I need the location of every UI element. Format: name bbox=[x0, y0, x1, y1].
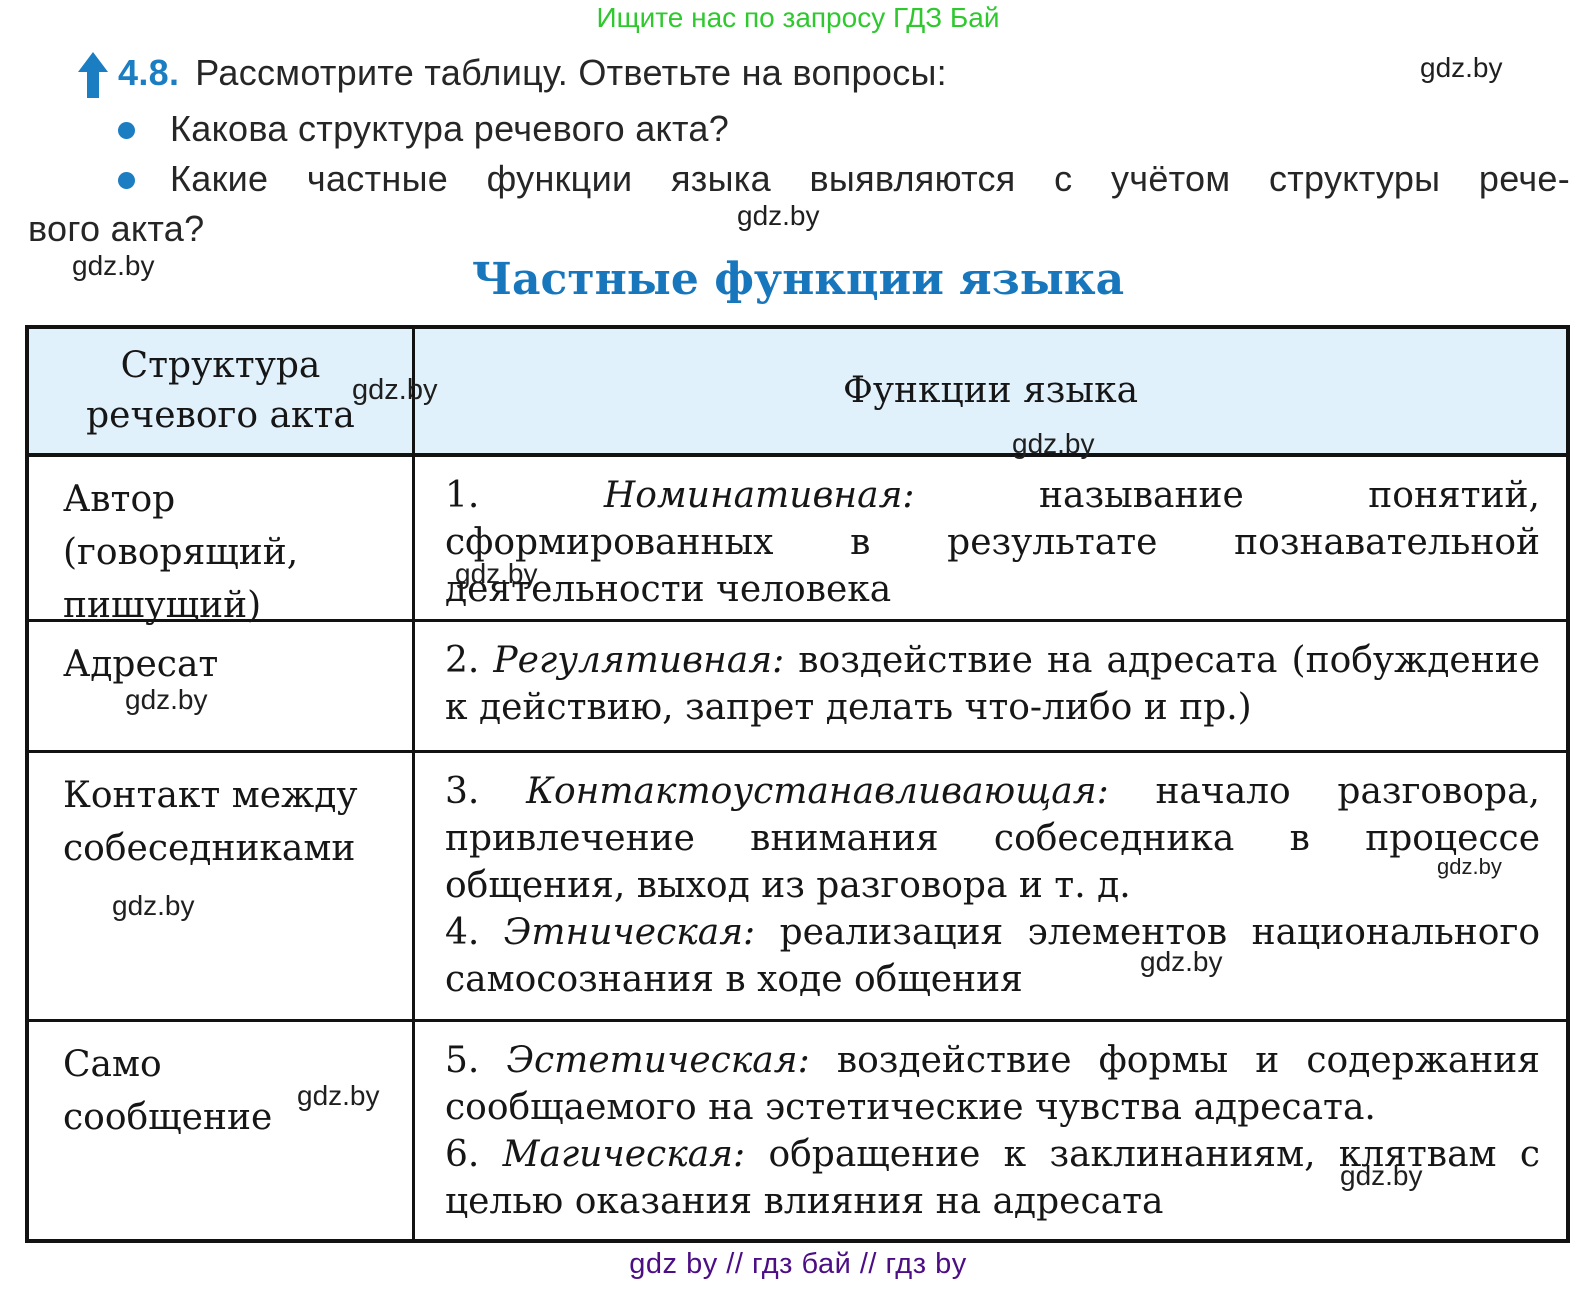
functions-table: Структура речевого акта Функции языка Ав… bbox=[25, 325, 1570, 1243]
table-row-structure: Автор (говорящий, пишущий) bbox=[29, 457, 415, 626]
function-number: 1. bbox=[445, 475, 480, 516]
question-1: Какова структура речевого акта? bbox=[170, 108, 730, 149]
gdz-watermark: gdz.by bbox=[352, 374, 438, 406]
gdz-watermark: gdz.by bbox=[1012, 428, 1095, 459]
table-row-functions: 2. Регулятивная: воздействие на адресата… bbox=[415, 622, 1566, 753]
table-header-functions: Функции языка bbox=[415, 329, 1566, 457]
table-header-structure: Структура речевого акта bbox=[29, 329, 415, 457]
gdz-watermark: gdz.by bbox=[1340, 1160, 1423, 1191]
function-number: 2. bbox=[445, 640, 480, 681]
table-row-functions: 1. Номинативная: называние понятий, сфор… bbox=[415, 457, 1566, 622]
table-row-functions: 3. Контактоустанавливающая: начало разго… bbox=[415, 753, 1566, 1022]
function-item: 3. Контактоустанавливающая: начало разго… bbox=[445, 768, 1540, 909]
function-name: Регулятивная: bbox=[493, 640, 785, 681]
function-description: реализация элементов национального самос… bbox=[445, 912, 1540, 1000]
footer-site-line: gdz by // гдз бай // гдз by bbox=[629, 1248, 967, 1280]
table-row-structure: Адресат bbox=[29, 622, 415, 753]
function-number: 4. bbox=[445, 912, 480, 953]
function-item: 5. Эстетическая: воздействие формы и сод… bbox=[445, 1037, 1540, 1131]
task-text: Рассмотрите таблицу. Ответьте на вопросы… bbox=[195, 52, 947, 93]
function-name: Номинативная: bbox=[603, 475, 915, 516]
function-name: Магическая: bbox=[502, 1134, 746, 1175]
gdz-watermark: gdz.by bbox=[112, 890, 195, 921]
function-number: 3. bbox=[445, 771, 480, 812]
function-description: воздействие на адресата (побуждение к де… bbox=[445, 640, 1540, 728]
gdz-watermark: gdz.by bbox=[737, 200, 820, 231]
function-description: называние понятий, сформированных в резу… bbox=[445, 475, 1540, 610]
promo-banner: Ищите нас по запросу ГДЗ Бай bbox=[596, 2, 1000, 33]
function-name: Контактоустанавливающая: bbox=[526, 771, 1109, 812]
function-description: обращение к заклинаниям, клятвам с целью… bbox=[445, 1134, 1540, 1222]
gdz-watermark: gdz.by bbox=[297, 1080, 380, 1111]
table-row-functions: 5. Эстетическая: воздействие формы и сод… bbox=[415, 1022, 1566, 1239]
function-number: 6. bbox=[445, 1134, 480, 1175]
function-item: 2. Регулятивная: воздействие на адресата… bbox=[445, 637, 1540, 731]
task-number: 4.8. bbox=[118, 52, 180, 93]
function-description: воздействие формы и содержания сообщаемо… bbox=[445, 1040, 1540, 1128]
function-name: Этническая: bbox=[503, 912, 756, 953]
table-row-structure: Контакт между собеседниками bbox=[29, 753, 415, 1022]
gdz-watermark: gdz.by bbox=[1437, 854, 1502, 879]
gdz-watermark: gdz.by bbox=[455, 558, 538, 589]
question-2-line1: Какие частные функции языка выявляются с… bbox=[170, 158, 1570, 199]
table-row-structure: Само сообщение bbox=[29, 1022, 415, 1239]
bullet-icon bbox=[118, 122, 135, 139]
gdz-watermark: gdz.by bbox=[125, 684, 208, 715]
function-item: 1. Номинативная: называние понятий, сфор… bbox=[445, 472, 1540, 613]
function-number: 5. bbox=[445, 1040, 480, 1081]
table-title: Частные функции языка bbox=[471, 254, 1125, 305]
gdz-watermark: gdz.by bbox=[1140, 946, 1223, 977]
gdz-watermark: gdz.by bbox=[72, 250, 155, 281]
function-name: Эстетическая: bbox=[506, 1040, 810, 1081]
task-heading: 4.8. Рассмотрите таблицу. Ответьте на во… bbox=[78, 52, 947, 98]
function-description: начало разговора, привлечение внимания с… bbox=[445, 771, 1540, 906]
function-item: 4. Этническая: реализация элементов наци… bbox=[445, 909, 1540, 1003]
function-item: 6. Магическая: обращение к заклинаниям, … bbox=[445, 1131, 1540, 1225]
bullet-icon bbox=[118, 172, 135, 189]
question-2-line2: вого акта? bbox=[28, 208, 205, 249]
gdz-watermark: gdz.by bbox=[1420, 52, 1503, 83]
up-arrow-icon bbox=[78, 52, 108, 98]
